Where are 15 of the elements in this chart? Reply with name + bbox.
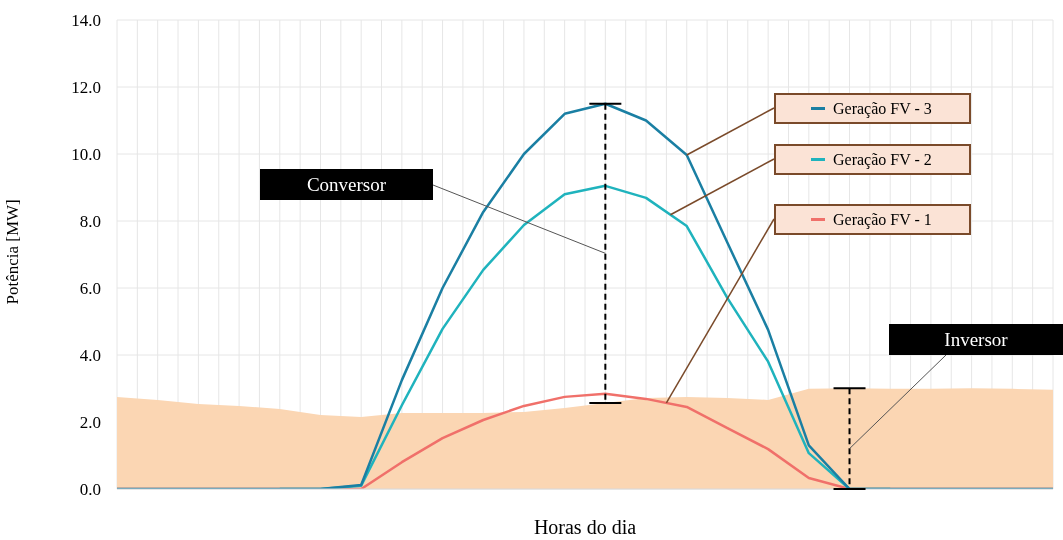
callout-box: Conversor [260, 169, 606, 254]
y-axis-title: Potência [MW] [3, 199, 23, 305]
y-tick-label: 14.0 [71, 11, 101, 31]
x-axis-title: Horas do dia [533, 516, 637, 538]
annotation: Inversor [944, 328, 1009, 350]
y-tick-label: 2.0 [79, 413, 101, 433]
y-tick-label: 12.0 [71, 78, 101, 98]
y-tick-label: 0.0 [79, 480, 101, 500]
y-tick-label: 8.0 [79, 212, 101, 232]
y-tick-label: 10.0 [71, 145, 101, 165]
legend-label: Geração FV - 3 [833, 100, 932, 118]
y-tick-label: 4.0 [79, 346, 101, 366]
y-tick-label: 6.0 [79, 279, 101, 299]
callout-box: Inversor [849, 324, 1063, 450]
annotation: Conversor [306, 173, 387, 195]
